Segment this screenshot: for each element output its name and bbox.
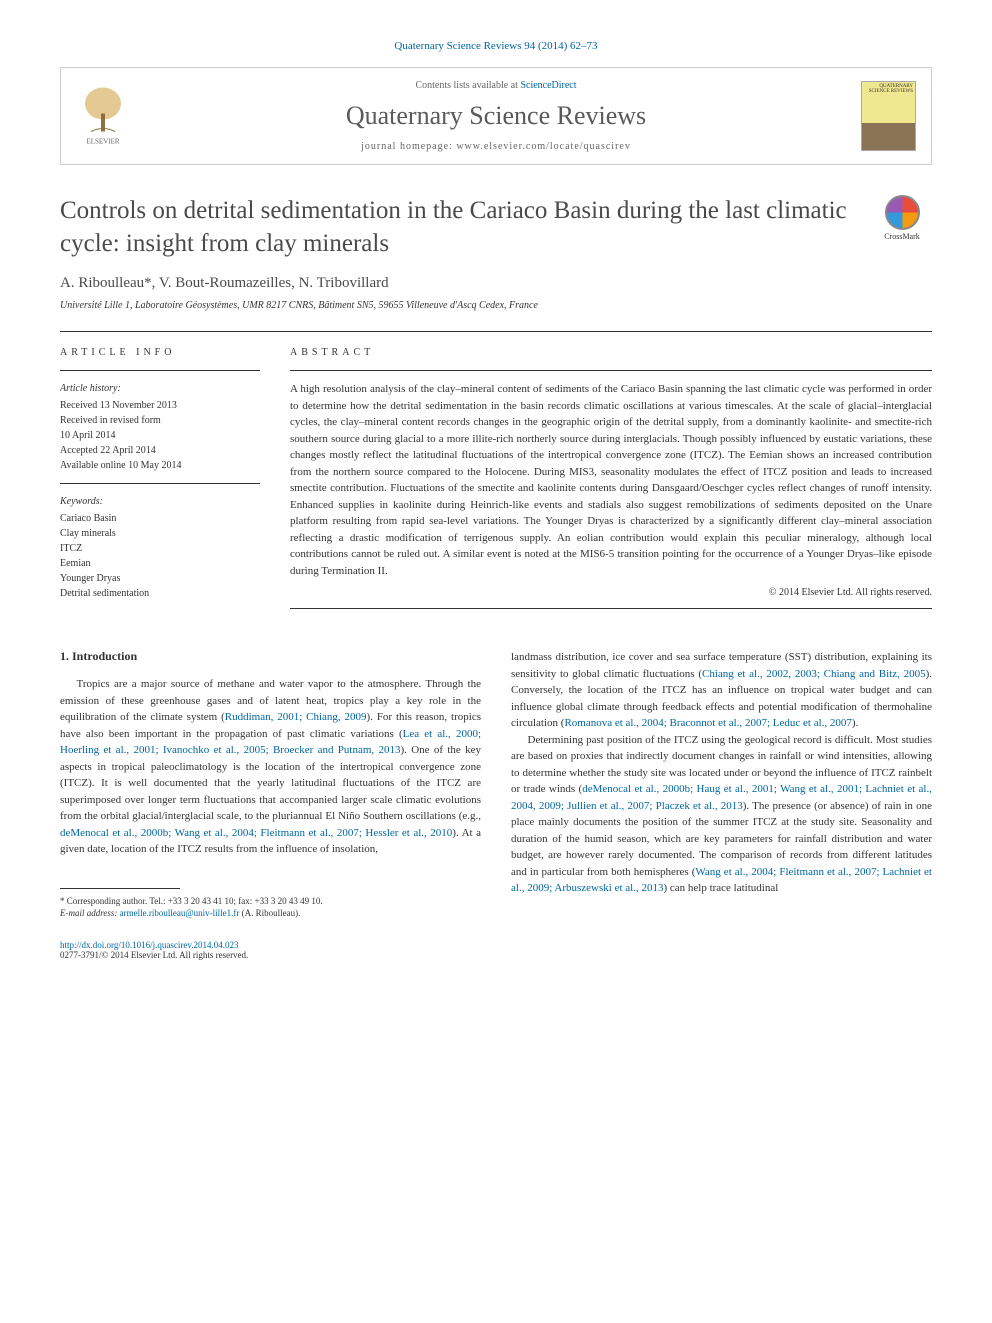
doi-block: http://dx.doi.org/10.1016/j.quascirev.20…: [60, 940, 481, 960]
footnote-divider: [60, 888, 180, 889]
journal-cover-thumbnail: QUATERNARY SCIENCE REVIEWS: [861, 81, 916, 151]
keyword: Cariaco Basin: [60, 511, 260, 526]
journal-header-box: ELSEVIER Contents lists available at Sci…: [60, 67, 932, 165]
crossmark-label: CrossMark: [872, 232, 932, 241]
keyword: Clay minerals: [60, 526, 260, 541]
article-info-label: ARTICLE INFO: [60, 347, 260, 358]
affiliation: Université Lille 1, Laboratoire Géosystè…: [60, 300, 932, 311]
keyword: Detrital sedimentation: [60, 586, 260, 601]
divider: [60, 331, 932, 332]
elsevier-logo: ELSEVIER: [76, 84, 131, 149]
citation-link[interactable]: deMenocal et al., 2000b; Wang et al., 20…: [60, 827, 452, 839]
abstract-text: A high resolution analysis of the clay–m…: [290, 381, 932, 579]
journal-homepage-line: journal homepage: www.elsevier.com/locat…: [81, 141, 911, 152]
citation-link[interactable]: Chiang et al., 2002, 2003; Chiang and Bi…: [702, 668, 926, 680]
crossmark-badge[interactable]: CrossMark: [872, 195, 932, 241]
history-line: Received in revised form: [60, 413, 260, 428]
authors-list: A. Riboulleau*, V. Bout-Roumazeilles, N.…: [60, 275, 932, 292]
body-column-left: 1. Introduction Tropics are a major sour…: [60, 649, 481, 960]
intro-paragraph: Tropics are a major source of methane an…: [60, 676, 481, 858]
crossmark-icon: [885, 195, 920, 230]
keywords-heading: Keywords:: [60, 494, 260, 509]
abstract-column: ABSTRACT A high resolution analysis of t…: [290, 347, 932, 619]
sciencedirect-link[interactable]: ScienceDirect: [520, 80, 576, 91]
article-title: Controls on detrital sedimentation in th…: [60, 195, 852, 260]
citation-link[interactable]: Ruddiman, 2001; Chiang, 2009: [225, 711, 367, 723]
homepage-url[interactable]: www.elsevier.com/locate/quascirev: [456, 141, 631, 152]
journal-reference: Quaternary Science Reviews 94 (2014) 62–…: [60, 40, 932, 52]
issn-copyright: 0277-3791/© 2014 Elsevier Ltd. All right…: [60, 950, 481, 960]
intro-paragraph-cont: landmass distribution, ice cover and sea…: [511, 649, 932, 732]
keyword: Eemian: [60, 556, 260, 571]
abstract-label: ABSTRACT: [290, 347, 932, 358]
email-link[interactable]: armelle.riboulleau@univ-lille1.fr: [120, 908, 240, 918]
article-info-column: ARTICLE INFO Article history: Received 1…: [60, 347, 260, 619]
history-line: Accepted 22 April 2014: [60, 443, 260, 458]
history-line: Available online 10 May 2014: [60, 458, 260, 473]
svg-text:ELSEVIER: ELSEVIER: [86, 138, 119, 146]
intro-paragraph: Determining past position of the ITCZ us…: [511, 732, 932, 897]
intro-heading: 1. Introduction: [60, 649, 481, 664]
abstract-copyright: © 2014 Elsevier Ltd. All rights reserved…: [290, 587, 932, 598]
citation-link[interactable]: Romanova et al., 2004; Braconnot et al.,…: [564, 717, 851, 729]
corresponding-author-footnote: * Corresponding author. Tel.: +33 3 20 4…: [60, 895, 481, 920]
keyword: ITCZ: [60, 541, 260, 556]
article-history-heading: Article history:: [60, 381, 260, 396]
body-column-right: landmass distribution, ice cover and sea…: [511, 649, 932, 960]
keyword: Younger Dryas: [60, 571, 260, 586]
history-line: Received 13 November 2013: [60, 398, 260, 413]
contents-available-line: Contents lists available at ScienceDirec…: [81, 80, 911, 91]
doi-link[interactable]: http://dx.doi.org/10.1016/j.quascirev.20…: [60, 940, 239, 950]
journal-name: Quaternary Science Reviews: [81, 101, 911, 131]
history-line: 10 April 2014: [60, 428, 260, 443]
